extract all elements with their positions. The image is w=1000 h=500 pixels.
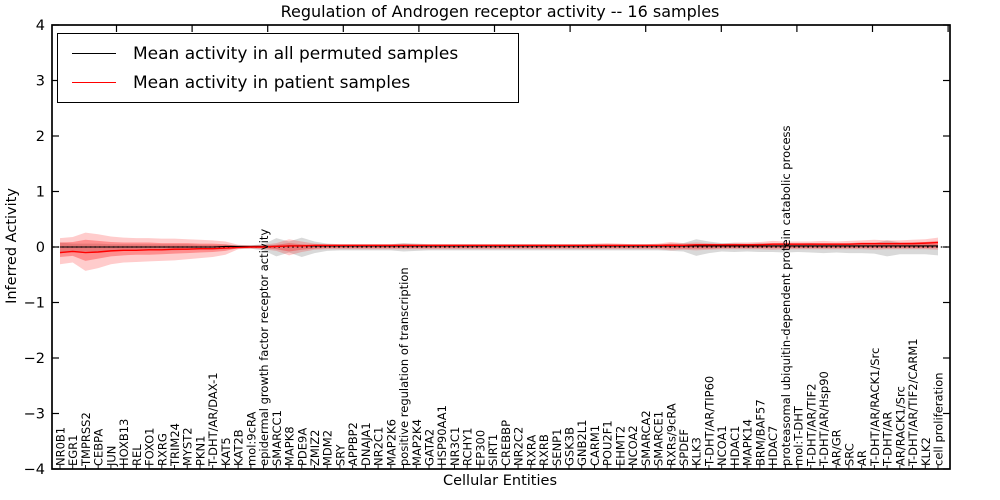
x-category-label: NR2C2 [512,427,526,466]
x-category-label: RCHY1 [461,428,475,466]
x-category-label: NCOA2 [626,425,640,466]
x-category-label: GNB2L1 [575,420,589,466]
x-category-label: SPDEF [677,429,691,466]
band-permuted-samples-range [60,237,938,257]
x-category-label: RXRB [537,434,551,466]
y-tick-label: −1 [24,296,45,312]
x-category-label: T-DHT/AR/TIF2/CARM1 [906,338,920,467]
y-tick-label: 3 [36,74,45,90]
x-category-label: JUN [104,446,118,467]
legend-label: Mean activity in patient samples [133,72,411,93]
x-category-label: cell proliferation [932,372,946,466]
y-axis-label: Inferred Activity [4,188,20,304]
y-tick-label: −3 [24,407,45,423]
x-category-label: APPBP2 [346,422,360,466]
x-category-label: CREBBP [499,420,513,466]
permuted-line-swatch-icon [72,53,116,54]
x-category-label: MYST2 [181,427,195,466]
x-category-label: T-DHT/AR/Hsp90 [817,371,831,467]
x-category-label: BRM/BAF57 [753,399,767,466]
x-category-label: KAT5 [219,437,233,466]
x-category-label: RXRA [524,435,538,466]
x-category-label: MDM2 [321,430,335,466]
x-category-label: TRIM24 [168,423,182,467]
x-category-label: AR/GR [830,429,844,466]
x-category-label: MAPK8 [283,426,297,466]
x-category-label: T-DHT/AR/RACK1/Src [868,348,882,467]
legend-item-permuted: Mean activity in all permuted samples [72,39,510,68]
x-category-label: GATA2 [423,429,437,466]
x-axis-label: Cellular Entities [442,473,558,489]
x-category-label: NR3C1 [448,427,462,466]
x-category-label: mol:9cRA [244,412,258,466]
x-category-label: REL [130,444,144,466]
x-category-label: NCOA1 [715,425,729,466]
x-category-label: EP300 [473,430,487,466]
x-category-label: ZMIZ2 [308,430,322,466]
x-category-label: mol:T-DHT [792,405,806,466]
x-category-label: SIRT1 [486,434,500,466]
x-category-label: HDAC7 [766,426,780,466]
legend-label: Mean activity in all permuted samples [133,43,459,64]
x-category-label: GSK3B [562,427,576,466]
x-category-label: DNAJA1 [359,422,373,466]
x-category-label: AR/RACK1/Src [893,386,907,466]
legend-item-patient: Mean activity in patient samples [72,68,510,97]
x-category-label: positive regulation of transcription [397,267,411,466]
x-category-label: NR2C1 [372,427,386,466]
x-category-label: RXRG [155,433,169,466]
x-category-label: proteasomal ubiquitin-dependent protein … [779,125,793,466]
x-category-label: PKN1 [193,436,207,466]
x-category-label: FOXO1 [143,428,157,466]
x-category-label: T-DHT/AR/DAX-1 [206,372,220,467]
x-category-label: RXRs/9cRA [664,403,678,466]
chart-title: Regulation of Androgen receptor activity… [280,2,720,21]
x-category-label: SRY [333,443,347,466]
x-category-label: T-DHT/AR/TIF2 [804,383,818,467]
x-category-label: EGR1 [66,435,80,467]
x-category-label: POU2F1 [601,420,615,466]
y-tick-label: −4 [24,462,45,478]
x-category-label: epidermal growth factor receptor activit… [257,229,271,466]
x-category-label: SMARCE1 [652,411,666,466]
x-category-label: EHMT2 [613,426,627,466]
series-line-patient [59,241,939,254]
x-category-label: T-DHT/AR [881,412,895,467]
y-tick-label: 2 [36,129,45,145]
x-category-label: CEBPA [92,429,106,466]
x-category-label: MAP2K4 [410,419,424,466]
x-category-label: PDE9A [295,428,309,466]
x-category-label: MAP2K6 [384,419,398,466]
y-tick-label: 1 [36,185,45,201]
x-category-label: SENP1 [550,429,564,466]
y-tick-label: −2 [24,351,45,367]
y-tick-label: 0 [36,240,45,256]
x-category-label: KLK3 [690,437,704,466]
x-category-label: KLK2 [919,437,933,466]
x-category-label: HDAC1 [728,426,742,466]
x-category-label: CARM1 [588,425,602,466]
legend: Mean activity in all permuted samples Me… [57,33,519,103]
x-category-label: SRC [842,443,856,466]
patient-line-swatch-icon [72,82,116,83]
x-category-label: KAT2B [232,429,246,466]
x-category-label: SMARCC1 [270,410,284,466]
x-category-label: MAPK14 [741,419,755,466]
x-category-label: HOXB13 [117,419,131,466]
y-tick-label: 4 [36,18,45,34]
x-category-label: HSP90AA1 [435,405,449,466]
x-category-label: TMPRSS2 [79,412,93,467]
x-category-label: T-DHT/AR/TIP60 [702,376,716,467]
x-category-label: AR [855,450,869,466]
x-category-label: SMARCA2 [639,410,653,466]
x-category-label: NR0B1 [54,427,68,466]
